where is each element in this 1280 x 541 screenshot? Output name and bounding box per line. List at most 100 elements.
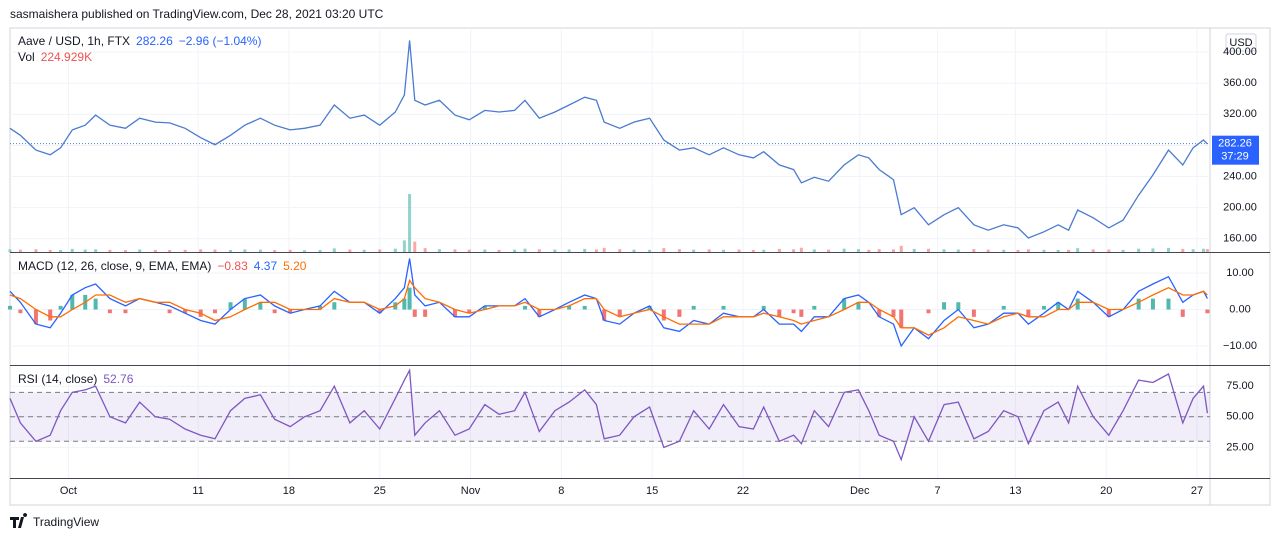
- histogram-bar: [167, 309, 172, 314]
- histogram-bar: [602, 309, 607, 321]
- volume-bar: [618, 249, 622, 252]
- histogram-bar: [242, 298, 247, 310]
- volume-bar: [393, 248, 397, 252]
- volume-bar: [553, 249, 557, 252]
- last-price-badge: [1212, 135, 1259, 165]
- histogram-bar: [1150, 298, 1155, 310]
- x-tick-label: 20: [1100, 485, 1112, 497]
- volume-bar: [8, 249, 12, 252]
- histogram-bar: [58, 305, 63, 310]
- histogram-bar: [942, 302, 947, 310]
- histogram-bar: [258, 302, 263, 310]
- rsi-value: 52.76: [103, 372, 133, 386]
- x-tick-label: Oct: [60, 485, 77, 497]
- volume-bar: [199, 249, 203, 252]
- histogram-bar: [1180, 309, 1185, 317]
- legend: Aave / USD, 1h, FTX 282.26 −2.96 (−1.04%): [18, 34, 261, 48]
- volume-bar: [48, 249, 52, 252]
- change: −2.96 (−1.04%): [179, 34, 262, 48]
- volume-bar: [153, 249, 157, 252]
- volume-bar: [123, 250, 127, 252]
- volume-bar: [842, 248, 846, 252]
- macd-legend: MACD (12, 26, close, 9, EMA, EMA) −0.83 4.…: [18, 259, 307, 273]
- histogram-bar: [647, 305, 652, 310]
- symbol: Aave / USD, 1h, FTX: [18, 34, 130, 48]
- x-tick-label: Nov: [461, 485, 481, 497]
- macd-value: 4.37: [254, 259, 278, 273]
- y-tick-label: 400.00: [1223, 46, 1257, 58]
- histogram-bar: [1041, 305, 1046, 310]
- volume-bar: [891, 249, 895, 252]
- histogram-bar: [582, 305, 587, 310]
- histogram-bar: [70, 294, 75, 310]
- volume-bar: [348, 249, 352, 252]
- histogram-bar: [1166, 298, 1171, 310]
- volume-bar: [827, 249, 831, 252]
- volume-bar: [1016, 249, 1020, 252]
- histogram-bar: [123, 309, 128, 314]
- volume-bar: [583, 248, 587, 252]
- volume-bar: [288, 249, 292, 252]
- volume-bar: [34, 249, 38, 252]
- histogram-bar: [93, 298, 98, 310]
- volume-bar: [408, 194, 412, 252]
- y-tick-label: 0.00: [1229, 303, 1250, 315]
- currency[interactable]: USD: [1229, 37, 1252, 49]
- last-price-label: 282.26: [1218, 138, 1252, 150]
- histogram-bar: [402, 298, 407, 310]
- rsi-line: [9, 368, 1209, 462]
- publisher: sasmaishera published on TradingView.com…: [10, 7, 384, 21]
- histogram-bar: [721, 305, 726, 310]
- currency-button[interactable]: [1225, 33, 1257, 52]
- histogram-bar: [891, 309, 896, 317]
- histogram-bar: [761, 305, 766, 310]
- marks: [8, 40, 1210, 462]
- x-tick-label: 18: [283, 485, 295, 497]
- histogram-bar: [617, 309, 622, 317]
- volume-bar: [378, 249, 382, 252]
- volume-bar: [1205, 249, 1209, 252]
- volume-bar: [402, 240, 406, 252]
- volume-bar: [707, 249, 711, 252]
- x-tick-label: 7: [935, 485, 941, 497]
- last-price: 282.26: [136, 34, 173, 48]
- volume-bar: [1067, 249, 1071, 252]
- x-tick-label: 15: [646, 485, 658, 497]
- volume-bar: [1202, 248, 1206, 252]
- histogram-bar: [48, 309, 53, 321]
- histogram-bar: [799, 309, 804, 317]
- volume-bar: [213, 249, 217, 252]
- volume-bar: [751, 249, 755, 252]
- y-tick-label: 10.00: [1226, 267, 1254, 279]
- volume-bar: [413, 241, 417, 252]
- volume-bar: [926, 248, 930, 252]
- volume-bar: [168, 250, 172, 252]
- volume-bar: [362, 249, 366, 252]
- histogram-bar: [377, 309, 382, 314]
- volume-bar: [1151, 248, 1155, 252]
- rsi-title: RSI (14, close): [18, 372, 97, 386]
- volume-bar: [762, 249, 766, 252]
- vol-value: 224.929K: [41, 50, 92, 64]
- histogram-bar: [812, 305, 817, 310]
- volume-bar: [1026, 249, 1030, 252]
- x-tick-label: 22: [737, 485, 749, 497]
- volume-bar: [523, 248, 527, 252]
- volume-bar: [737, 249, 741, 252]
- y-tick-label: 200.00: [1223, 202, 1257, 214]
- volume-bar: [183, 249, 187, 252]
- histogram-bar: [212, 309, 217, 314]
- volume-bar: [18, 249, 22, 252]
- histogram-bar: [971, 309, 976, 317]
- histogram-bar: [856, 302, 861, 310]
- volume-bar: [899, 245, 903, 252]
- histogram-bar: [18, 309, 23, 314]
- volume-bar: [318, 249, 322, 252]
- y-tick-label: 160.00: [1223, 233, 1257, 245]
- price-line: [9, 40, 1208, 239]
- volume-bar: [243, 249, 247, 252]
- volume-bar: [1076, 248, 1080, 252]
- volume-bar: [956, 249, 960, 252]
- macd-hist-value: −0.83: [217, 259, 248, 273]
- volume-bar: [986, 249, 990, 252]
